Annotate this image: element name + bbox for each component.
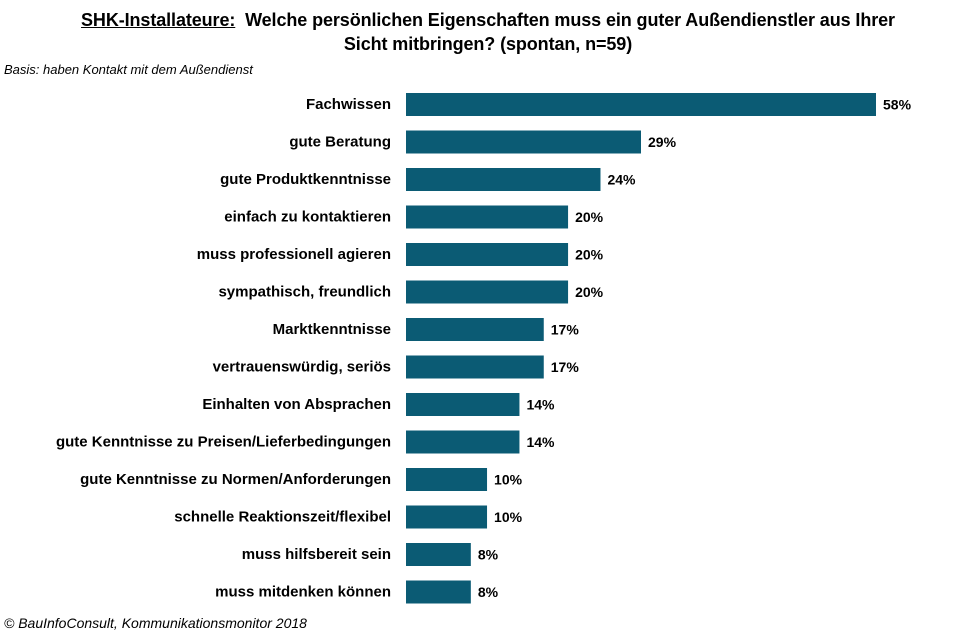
value-label: 17% — [551, 322, 580, 338]
category-label: muss mitdenken können — [215, 584, 391, 601]
title-line-2: Sicht mitbringen? (spontan, n=59) — [343, 34, 633, 54]
title-line-1: SHK-Installateure: Welche persönlichen E… — [8, 8, 968, 32]
value-label: 17% — [551, 359, 580, 375]
bar — [406, 430, 520, 454]
category-label: gute Kenntnisse zu Preisen/Lieferbedingu… — [56, 434, 391, 451]
category-label: gute Kenntnisse zu Normen/Anforderungen — [80, 471, 391, 488]
category-label: schnelle Reaktionszeit/flexibel — [174, 509, 391, 526]
value-label: 14% — [526, 397, 555, 413]
category-label: Einhalten von Absprachen — [202, 396, 391, 413]
category-label: muss professionell agieren — [197, 246, 391, 263]
bar — [406, 318, 544, 341]
chart-title: SHK-Installateure: Welche persönlichen E… — [8, 8, 968, 56]
bar — [406, 355, 544, 379]
category-label: Marktkenntnisse — [273, 321, 391, 338]
value-label: 10% — [494, 472, 523, 488]
value-label: 20% — [575, 247, 604, 263]
category-label: vertrauenswürdig, seriös — [213, 359, 391, 376]
bar — [406, 93, 876, 116]
bar — [406, 543, 471, 566]
bar — [406, 580, 471, 604]
category-label: muss hilfsbereit sein — [242, 546, 391, 563]
value-label: 20% — [575, 284, 604, 300]
bar — [406, 393, 520, 416]
category-label: gute Beratung — [289, 134, 391, 151]
value-label: 10% — [494, 509, 523, 525]
value-label: 20% — [575, 209, 604, 225]
value-label: 14% — [526, 434, 555, 450]
category-label: Fachwissen — [306, 96, 391, 113]
title-text: Welche persönlichen Eigenschaften muss e… — [245, 10, 895, 30]
bar — [406, 243, 569, 266]
bar — [406, 505, 488, 529]
bar — [406, 168, 601, 191]
value-label: 29% — [648, 134, 677, 150]
category-label: gute Produktkenntnisse — [220, 171, 391, 188]
bar — [406, 468, 488, 491]
bar — [406, 130, 641, 154]
basis-note: Basis: haben Kontakt mit dem Außendienst — [4, 62, 253, 77]
category-label: sympathisch, freundlich — [218, 284, 391, 301]
title-prefix: SHK-Installateure: — [81, 10, 236, 30]
category-label: einfach zu kontaktieren — [224, 209, 391, 226]
bar — [406, 205, 569, 229]
value-label: 24% — [607, 172, 636, 188]
source-note: © BauInfoConsult, Kommunikationsmonitor … — [4, 615, 307, 631]
bar — [406, 280, 569, 304]
value-label: 58% — [883, 97, 912, 113]
value-label: 8% — [478, 547, 499, 563]
value-label: 8% — [478, 584, 499, 600]
